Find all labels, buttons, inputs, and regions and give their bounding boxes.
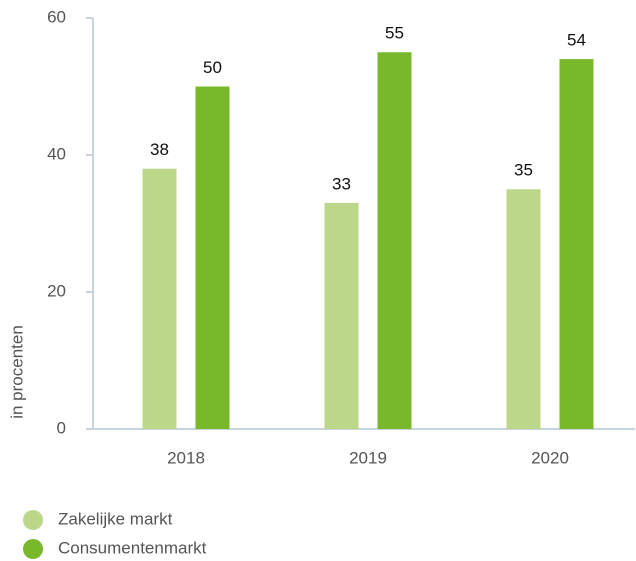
x-tick-label: 2018 [167,448,205,467]
value-label: 50 [203,58,222,77]
x-tick-label: 2019 [349,448,387,467]
value-label: 55 [385,24,404,43]
bar [142,168,177,429]
legend-label: Consumentenmarkt [58,538,207,557]
legend-swatch [23,510,43,530]
bar [559,59,594,429]
bar [195,86,230,429]
y-tick-label: 60 [47,7,66,26]
value-label: 54 [567,31,586,50]
y-tick-label: 0 [57,418,66,437]
value-label: 35 [514,161,533,180]
bar [377,52,412,429]
bar [506,189,541,429]
bar [324,202,359,429]
x-tick-label: 2020 [531,448,569,467]
y-axis-label: in procenten [7,325,26,419]
y-tick-label: 20 [47,281,66,300]
legend-label: Zakelijke markt [58,509,173,528]
value-label: 38 [150,140,169,159]
y-tick-label: 40 [47,144,66,163]
legend-swatch [23,539,43,559]
value-label: 33 [332,174,351,193]
